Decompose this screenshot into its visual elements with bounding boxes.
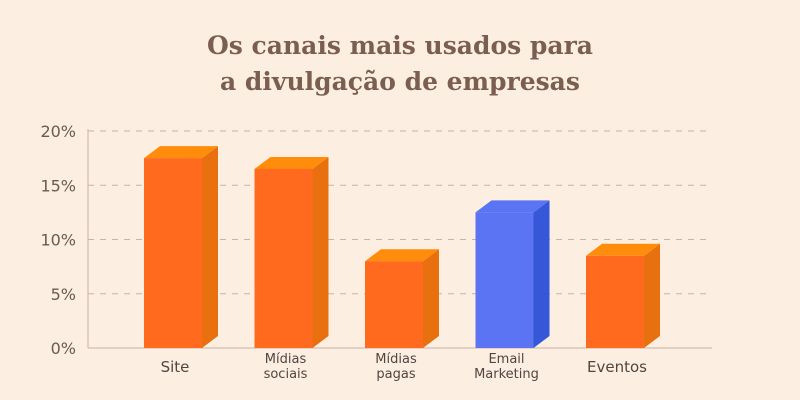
x-category-label: pagas	[376, 367, 415, 382]
x-category-label: Eventos	[587, 358, 647, 376]
bar	[254, 168, 313, 348]
bar-top	[475, 200, 550, 213]
y-tick-label: 10%	[40, 231, 76, 250]
y-tick-label: 15%	[40, 176, 76, 195]
x-category-label: Email	[488, 352, 524, 367]
x-category-label: Marketing	[474, 367, 539, 382]
bar-side	[202, 146, 218, 348]
bar	[144, 158, 202, 348]
bar-side	[312, 156, 329, 348]
x-category-label: Mídias	[265, 352, 307, 367]
bar-top	[365, 249, 439, 262]
bar-side	[423, 249, 439, 348]
x-category-label: Site	[161, 358, 190, 376]
chart-title-line-2: a divulgação de empresas	[220, 67, 580, 96]
x-category-label: sociais	[264, 367, 308, 382]
y-tick-label: 5%	[51, 285, 76, 304]
bar-top	[144, 146, 218, 159]
x-category-label: Mídias	[375, 352, 417, 367]
chart-title-line-1: Os canais mais usados para	[207, 31, 593, 60]
bar	[365, 261, 423, 348]
bar	[586, 255, 644, 348]
y-tick-label: 0%	[51, 339, 76, 358]
y-tick-label: 20%	[40, 122, 76, 141]
bar-top	[254, 156, 329, 169]
bar-top	[586, 243, 660, 256]
bar-side	[533, 200, 550, 348]
bar	[475, 212, 534, 348]
bar-side	[644, 243, 660, 348]
